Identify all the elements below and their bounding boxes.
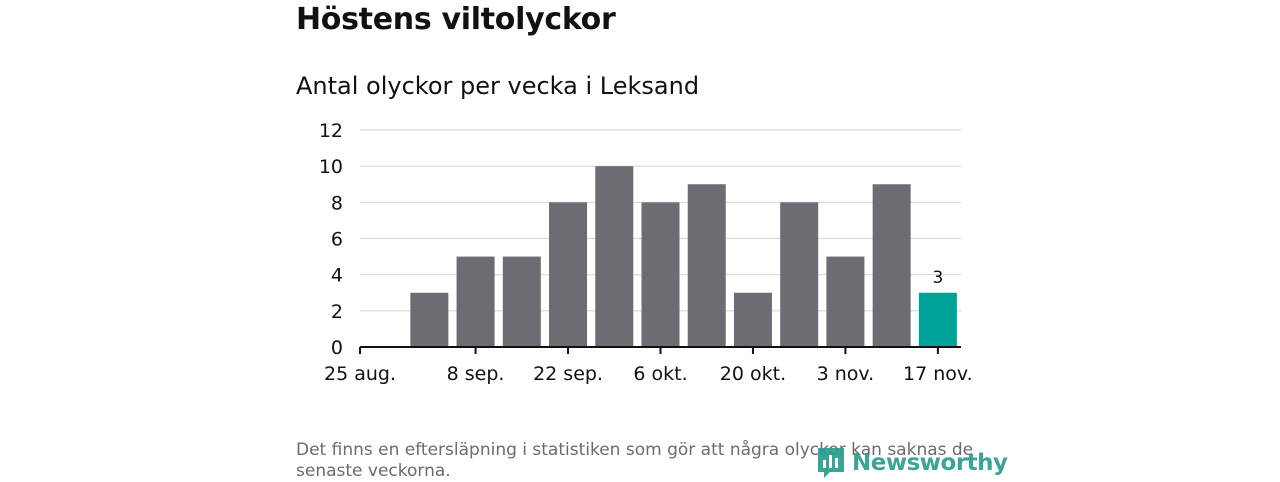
y-tick-label: 10 — [319, 156, 343, 178]
bar — [826, 256, 865, 347]
bars — [410, 166, 957, 347]
x-tick-label: 22 sep. — [533, 363, 603, 385]
y-tick-label: 8 — [331, 192, 343, 214]
bar — [502, 256, 541, 347]
bar — [780, 202, 819, 347]
x-tick-label: 20 okt. — [720, 363, 786, 385]
y-tick-label: 2 — [331, 301, 343, 323]
y-tick-label: 6 — [331, 229, 343, 251]
bar — [733, 292, 772, 347]
bar — [687, 184, 726, 347]
y-tick-label: 4 — [331, 265, 343, 287]
x-tick-label: 17 nov. — [903, 363, 973, 385]
bar — [595, 166, 634, 347]
footnote: Det finns en eftersläpning i statistiken… — [296, 440, 974, 481]
newsworthy-logo-icon — [818, 448, 844, 478]
data-label: 3 — [932, 268, 943, 288]
x-tick-label: 25 aug. — [324, 363, 396, 385]
newsworthy-logo: Newsworthy — [816, 446, 1008, 480]
bar — [410, 292, 449, 347]
x-tick-label: 6 okt. — [633, 363, 687, 385]
bar — [549, 202, 588, 347]
x-axis: 25 aug. 8 sep. 22 sep. 6 okt. 20 okt. 3 nov. 1… — [324, 346, 973, 385]
x-tick-label: 3 nov. — [817, 363, 875, 385]
chart-subtitle: Antal olyckor per vecka i Leksand — [296, 72, 700, 100]
y-tick-label: 12 — [319, 120, 343, 142]
newsworthy-logo-text: Newsworthy — [852, 450, 1008, 476]
y-tick-label: 0 — [331, 337, 343, 359]
data-labels: 3 — [932, 268, 943, 288]
bar — [872, 184, 911, 347]
chart-title: Höstens viltolyckor — [296, 2, 616, 37]
bar — [918, 292, 957, 347]
x-tick-label: 8 sep. — [447, 363, 505, 385]
y-axis-ticks: 0 2 4 6 8 10 12 — [319, 120, 343, 359]
bar — [641, 202, 680, 347]
bar — [456, 256, 495, 347]
